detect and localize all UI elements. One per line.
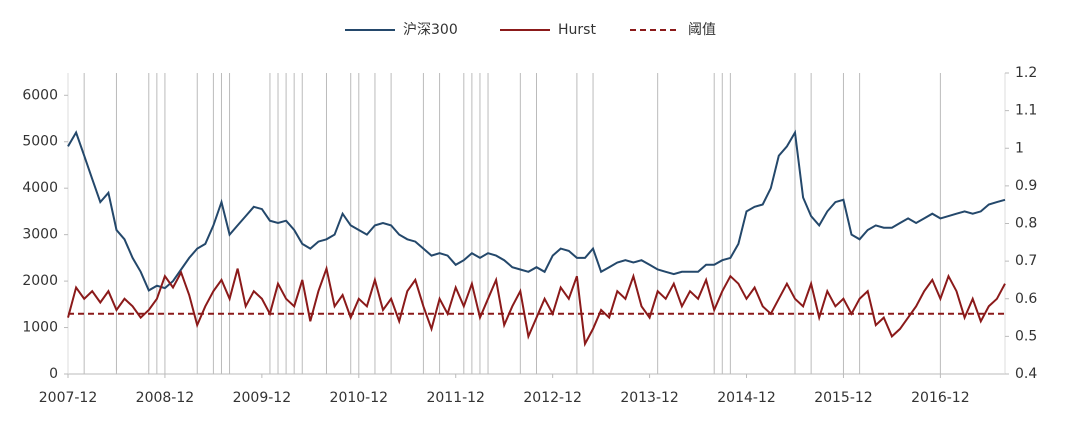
legend-label: 沪深300 xyxy=(403,22,458,38)
y-tick-label: 3000 xyxy=(22,227,58,243)
y2-tick-label: 0.4 xyxy=(1015,366,1037,382)
series-line xyxy=(67,264,1006,348)
y-tick-label: 6000 xyxy=(22,87,58,103)
x-tick-label: 2007-12 xyxy=(39,390,98,406)
x-tick-label: 2014-12 xyxy=(717,390,776,406)
y-tick-label: 1000 xyxy=(22,320,58,336)
legend-label: Hurst xyxy=(558,22,596,38)
y-tick-label: 0 xyxy=(49,366,58,382)
y2-tick-label: 1.1 xyxy=(1015,103,1037,119)
x-tick-label: 2009-12 xyxy=(233,390,292,406)
y2-tick-label: 0.7 xyxy=(1015,253,1037,269)
x-tick-label: 2016-12 xyxy=(911,390,970,406)
y-tick-label: 5000 xyxy=(22,134,58,150)
y-tick-label: 4000 xyxy=(22,180,58,196)
y2-tick-label: 0.8 xyxy=(1015,216,1037,232)
x-tick-label: 2015-12 xyxy=(814,390,873,406)
y-tick-label: 2000 xyxy=(22,273,58,289)
x-tick-label: 2011-12 xyxy=(426,390,485,406)
y2-tick-label: 0.6 xyxy=(1015,291,1037,307)
series-line xyxy=(67,129,1006,292)
legend-label: 阈值 xyxy=(688,22,716,38)
y2-tick-label: 0.5 xyxy=(1015,328,1037,344)
x-tick-label: 2010-12 xyxy=(330,390,389,406)
x-tick-label: 2008-12 xyxy=(136,390,195,406)
y2-tick-label: 1.2 xyxy=(1015,65,1037,81)
x-tick-label: 2012-12 xyxy=(523,390,582,406)
y2-tick-label: 1 xyxy=(1015,140,1024,156)
y2-tick-label: 0.9 xyxy=(1015,178,1037,194)
x-tick-label: 2013-12 xyxy=(620,390,679,406)
